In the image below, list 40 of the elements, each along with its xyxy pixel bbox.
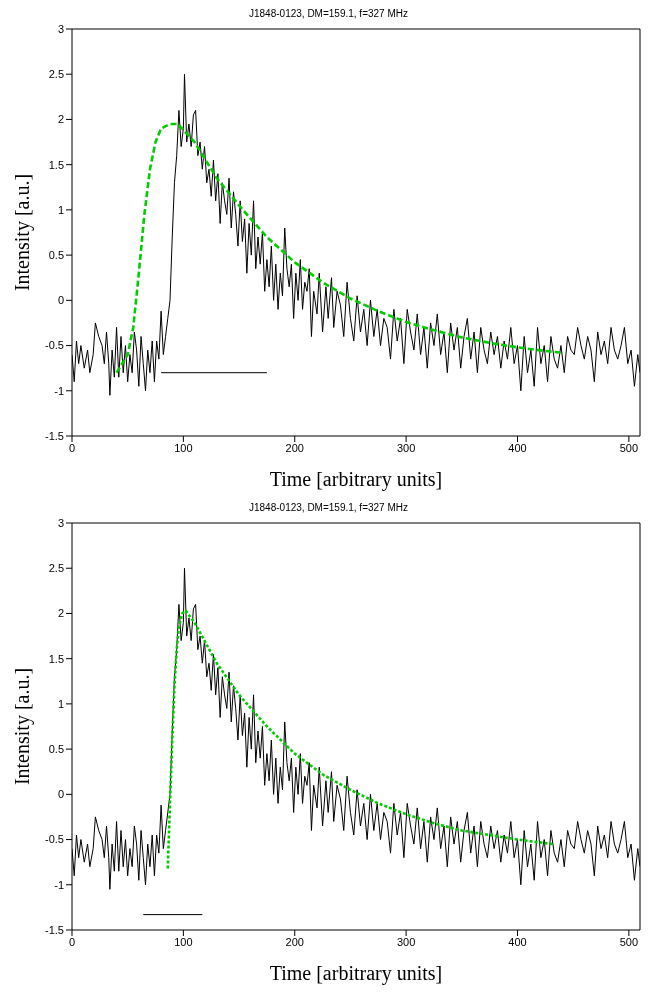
y-tick-label: 1 <box>57 203 64 216</box>
y-tick-label: 1 <box>57 697 64 710</box>
y-tick-label: -1.5 <box>45 429 64 442</box>
x-tick-label: 500 <box>619 935 639 948</box>
x-tick-label: 400 <box>508 935 527 948</box>
x-tick-label: 300 <box>396 935 416 948</box>
line-series <box>115 122 564 374</box>
y-axis-title: Intensity [a.u.] <box>11 667 35 786</box>
y-tick-label: 1.5 <box>48 652 64 665</box>
x-tick-label: 300 <box>396 441 416 454</box>
y-tick-label: -0.5 <box>45 833 64 846</box>
y-tick-label: 3 <box>57 516 64 529</box>
y-tick-label: 2.5 <box>48 68 64 81</box>
y-tick-label: -1.5 <box>45 923 64 936</box>
x-tick-label: 100 <box>174 441 193 454</box>
x-tick-label: 200 <box>285 441 304 454</box>
chart-title: J1848-0123, DM=159.1, f=327 MHz <box>248 8 409 21</box>
y-tick-label: 0.5 <box>48 249 64 262</box>
y-tick-label: 0 <box>57 788 64 801</box>
y-tick-label: 2.5 <box>48 562 64 575</box>
x-tick-label: 100 <box>174 935 193 948</box>
line-series <box>166 609 555 870</box>
y-tick-label: 2 <box>57 113 64 126</box>
y-tick-label: 1.5 <box>48 158 64 171</box>
y-tick-label: 0 <box>57 294 64 307</box>
x-tick-label: 200 <box>285 935 304 948</box>
y-tick-label: 2 <box>57 607 64 620</box>
y-tick-label: -1 <box>54 878 64 891</box>
x-tick-label: 0 <box>68 441 76 454</box>
y-tick-label: 3 <box>57 22 64 35</box>
x-tick-label: 400 <box>508 441 527 454</box>
y-tick-label: -0.5 <box>45 339 64 352</box>
x-tick-label: 500 <box>619 441 639 454</box>
y-tick-label: 0.5 <box>48 743 64 756</box>
y-tick-label: -1 <box>54 384 64 397</box>
y-axis-title: Intensity [a.u.] <box>11 173 35 292</box>
x-axis-title: Time [arbitrary units] <box>269 468 443 491</box>
chart-title: J1848-0123, DM=159.1, f=327 MHz <box>248 502 409 515</box>
x-tick-label: 0 <box>68 935 76 948</box>
x-axis-title: Time [arbitrary units] <box>269 962 443 985</box>
